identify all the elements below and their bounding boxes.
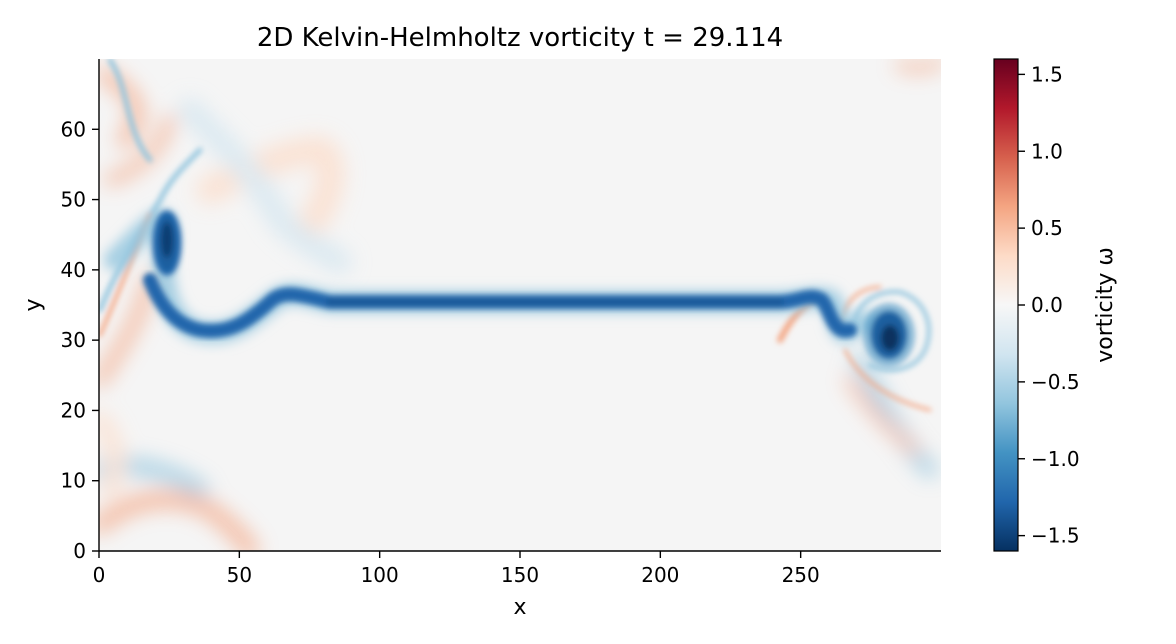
colorbar-tick-label: 0.0 <box>1031 293 1063 317</box>
x-ticks: 0 50 100 150 200 250 <box>93 551 820 587</box>
wisp-positive-right-low <box>845 375 920 455</box>
y-tick-label: 10 <box>61 469 86 493</box>
wisp-positive-top-right <box>895 59 941 73</box>
y-tick-label: 30 <box>61 328 86 352</box>
vorticity-field <box>99 59 941 551</box>
colorbar-ticks: 1.5 1.0 0.5 0.0 −0.5 −1.0 −1.5 <box>1018 62 1080 548</box>
wisp-negative-plume <box>178 98 352 274</box>
wisp-positive-left-edge <box>99 411 125 499</box>
colorbar-tick-label: −0.5 <box>1031 370 1080 394</box>
filament-negative-right-ring <box>853 289 931 372</box>
shear-layer-core <box>143 273 857 338</box>
chart-title: 2D Kelvin-Helmholtz vorticity t = 29.114 <box>257 23 783 53</box>
y-tick-label: 60 <box>61 117 86 141</box>
filament-negative-left-spiral <box>99 147 203 313</box>
x-tick-label: 100 <box>361 563 399 587</box>
colorbar-tick-label: −1.5 <box>1031 524 1080 548</box>
colorbar-tick-label: 1.0 <box>1031 139 1063 163</box>
wisp-negative-right-low <box>852 352 938 478</box>
x-tick-label: 200 <box>641 563 679 587</box>
x-tick-label: 0 <box>93 563 106 587</box>
colorbar-gradient <box>993 58 1019 552</box>
x-tick-label: 150 <box>501 563 539 587</box>
filament-positive-right-mid <box>843 348 932 412</box>
y-tick-label: 0 <box>73 539 86 563</box>
colorbar-tick-label: 1.5 <box>1031 62 1063 86</box>
y-tick-label: 20 <box>61 398 86 422</box>
colorbar-tick-label: −1.0 <box>1031 447 1080 471</box>
wisp-positive-left-low <box>99 273 157 387</box>
x-tick-label: 250 <box>782 563 820 587</box>
wisp-positive-bottom-left <box>99 490 259 551</box>
wisp-positive-upper-left <box>99 67 145 148</box>
y-axis-label: y <box>21 298 46 311</box>
x-axis-label: x <box>513 595 526 620</box>
y-tick-label: 50 <box>61 188 86 212</box>
filament-negative-upper-left <box>107 59 153 163</box>
colorbar: 1.5 1.0 0.5 0.0 −0.5 −1.0 −1.5 vorticity ω <box>993 58 1118 552</box>
vortex-left-core <box>161 222 173 258</box>
plot-area <box>99 59 941 551</box>
y-ticks: 0 10 20 30 40 50 60 <box>61 117 99 563</box>
colorbar-tick-label: 0.5 <box>1031 216 1063 240</box>
x-tick-label: 50 <box>227 563 252 587</box>
vortex-right-core <box>881 325 899 351</box>
colorbar-label: vorticity ω <box>1093 247 1118 363</box>
y-tick-label: 40 <box>61 258 86 282</box>
